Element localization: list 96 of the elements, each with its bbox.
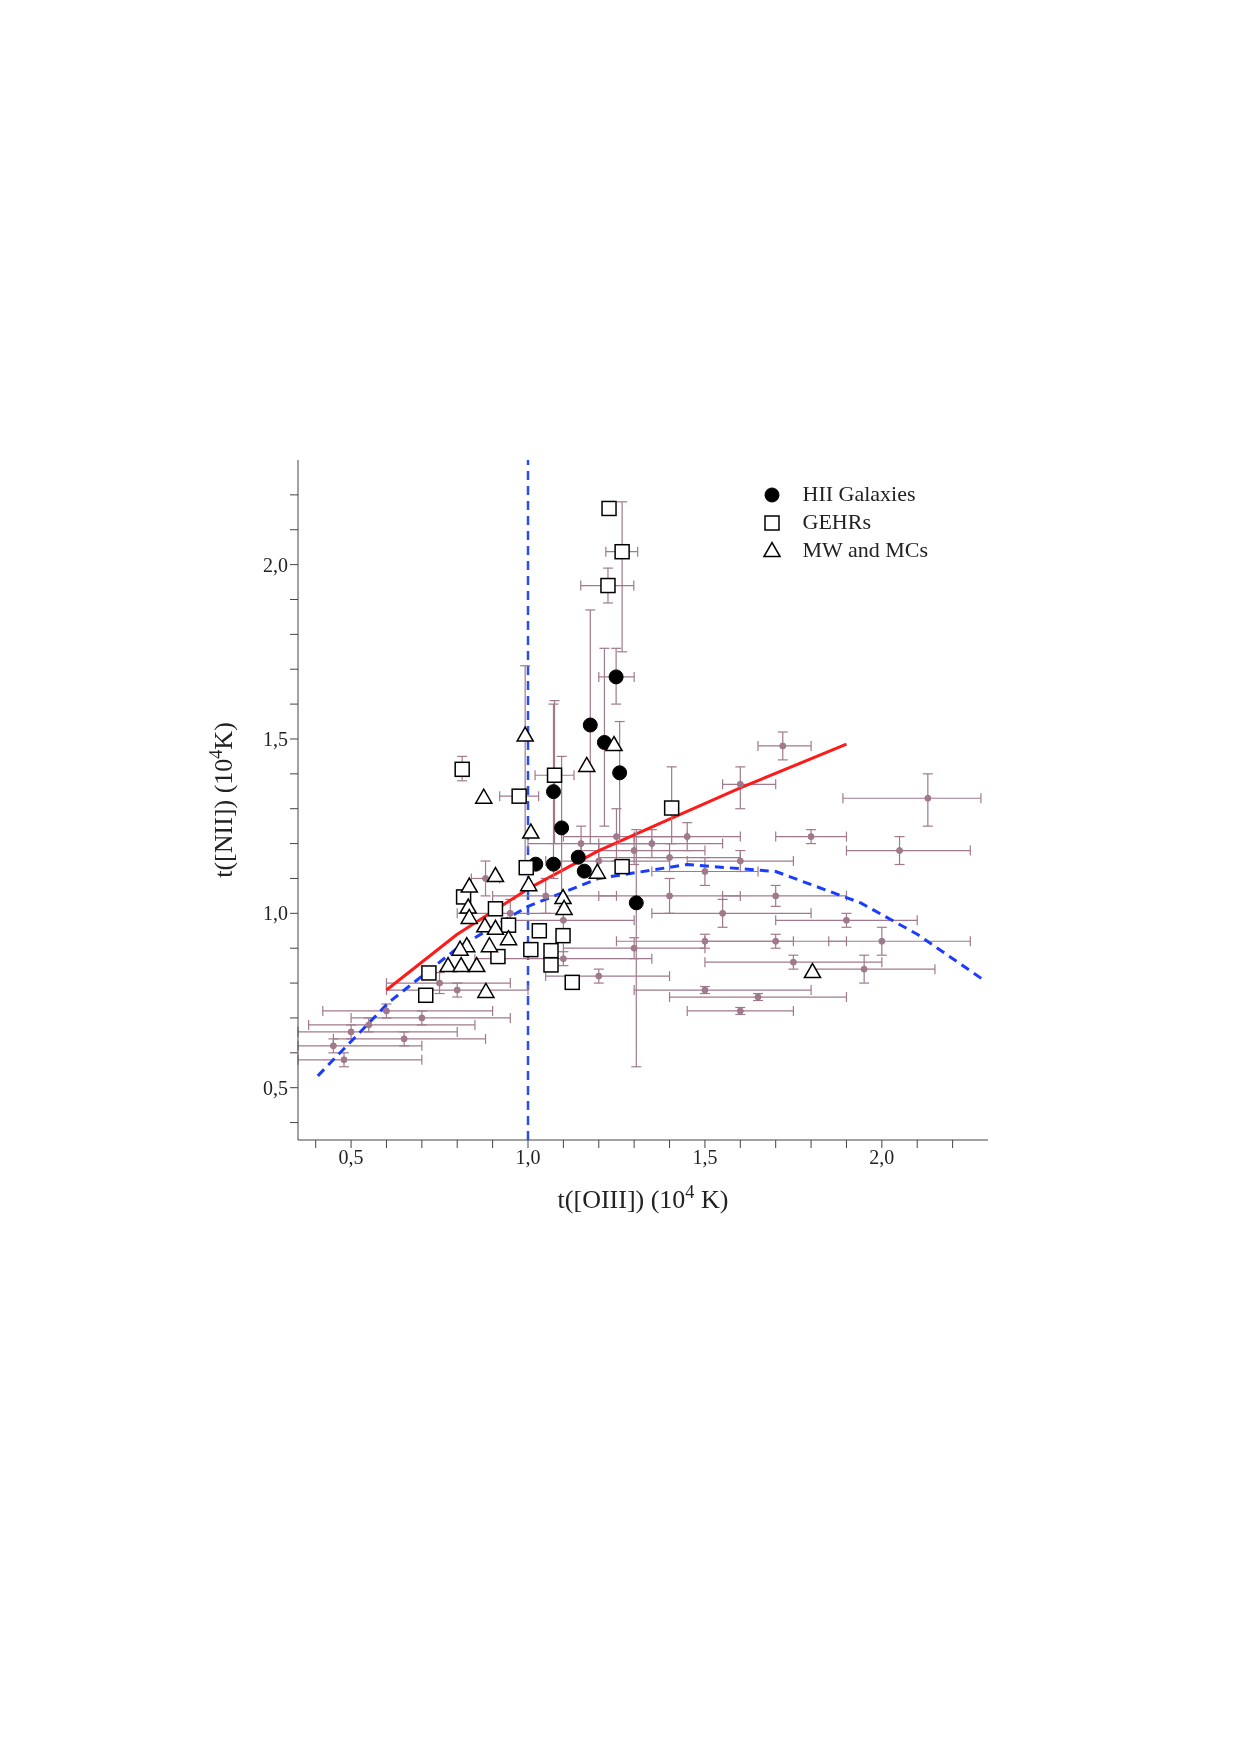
point [340, 1056, 348, 1064]
point [614, 543, 630, 560]
point [666, 854, 674, 862]
point [628, 895, 644, 911]
point [454, 761, 470, 778]
point [522, 823, 540, 839]
point [772, 937, 780, 945]
point [559, 916, 567, 924]
point [523, 941, 539, 958]
point [486, 866, 505, 883]
point [452, 956, 470, 973]
point [570, 849, 586, 865]
point [451, 940, 469, 956]
point [480, 936, 499, 953]
point [460, 877, 479, 893]
x-tick-label: 1,0 [515, 1146, 541, 1169]
point [666, 892, 674, 900]
point [555, 927, 571, 944]
point [421, 965, 437, 981]
y-tick-label: 1,5 [263, 728, 288, 751]
point [582, 717, 598, 733]
point [630, 944, 638, 952]
point [467, 956, 486, 973]
point [842, 916, 850, 924]
point [365, 1021, 373, 1029]
point [382, 1007, 390, 1015]
point [545, 856, 561, 872]
x-tick-label: 1,5 [692, 1146, 718, 1169]
point [477, 982, 495, 999]
y-tick-label: 1,0 [263, 902, 288, 925]
point [608, 669, 624, 685]
point [486, 919, 505, 936]
point [564, 974, 580, 991]
point [601, 500, 617, 517]
point [436, 979, 444, 987]
y-tick-label: 0,5 [263, 1076, 288, 1099]
point [487, 901, 504, 917]
point [789, 958, 797, 966]
y-tick-label: 2,0 [263, 553, 288, 576]
point [701, 867, 709, 875]
point [772, 892, 780, 900]
point [588, 863, 607, 879]
point [499, 929, 518, 946]
point [518, 859, 534, 876]
point [779, 742, 787, 750]
point [516, 726, 534, 742]
x-axis-title: t([OIII]) (10$^{4}$ K) [557, 1182, 729, 1214]
x-tick-label: 0,5 [338, 1146, 364, 1169]
x-tick-label: 2,0 [869, 1146, 895, 1169]
point [612, 765, 628, 781]
point [559, 955, 567, 963]
point [719, 909, 727, 917]
point [543, 942, 559, 959]
point [546, 767, 563, 783]
point [531, 923, 548, 939]
point [600, 577, 616, 594]
point [924, 794, 932, 802]
point [329, 1042, 337, 1050]
point [460, 908, 479, 925]
point [417, 987, 434, 1004]
point [482, 874, 490, 882]
point [506, 909, 514, 917]
point [807, 833, 815, 841]
legend-label: MW and MCs [802, 536, 928, 564]
point [577, 840, 585, 848]
point [663, 800, 680, 816]
point [595, 857, 603, 865]
point [612, 833, 620, 841]
point [400, 1035, 408, 1043]
point [554, 820, 570, 836]
point [545, 784, 561, 800]
point [860, 965, 868, 973]
point [490, 948, 506, 965]
point [511, 788, 527, 804]
point [736, 780, 744, 788]
point [439, 956, 457, 973]
point [736, 857, 744, 865]
point [418, 1014, 426, 1022]
point [474, 788, 493, 804]
point [519, 875, 538, 892]
line-series [384, 742, 848, 992]
point [596, 734, 612, 750]
point [605, 735, 623, 752]
point [347, 1028, 355, 1036]
point [577, 756, 596, 773]
point [614, 858, 630, 875]
point [878, 937, 886, 945]
point [453, 986, 461, 994]
legend-label: GEHRs [802, 508, 871, 536]
legend-label: HII Galaxies [802, 480, 916, 508]
point [630, 847, 638, 855]
point [542, 892, 550, 900]
point [896, 847, 904, 855]
point [576, 863, 592, 879]
point [803, 962, 822, 979]
point [595, 972, 603, 980]
